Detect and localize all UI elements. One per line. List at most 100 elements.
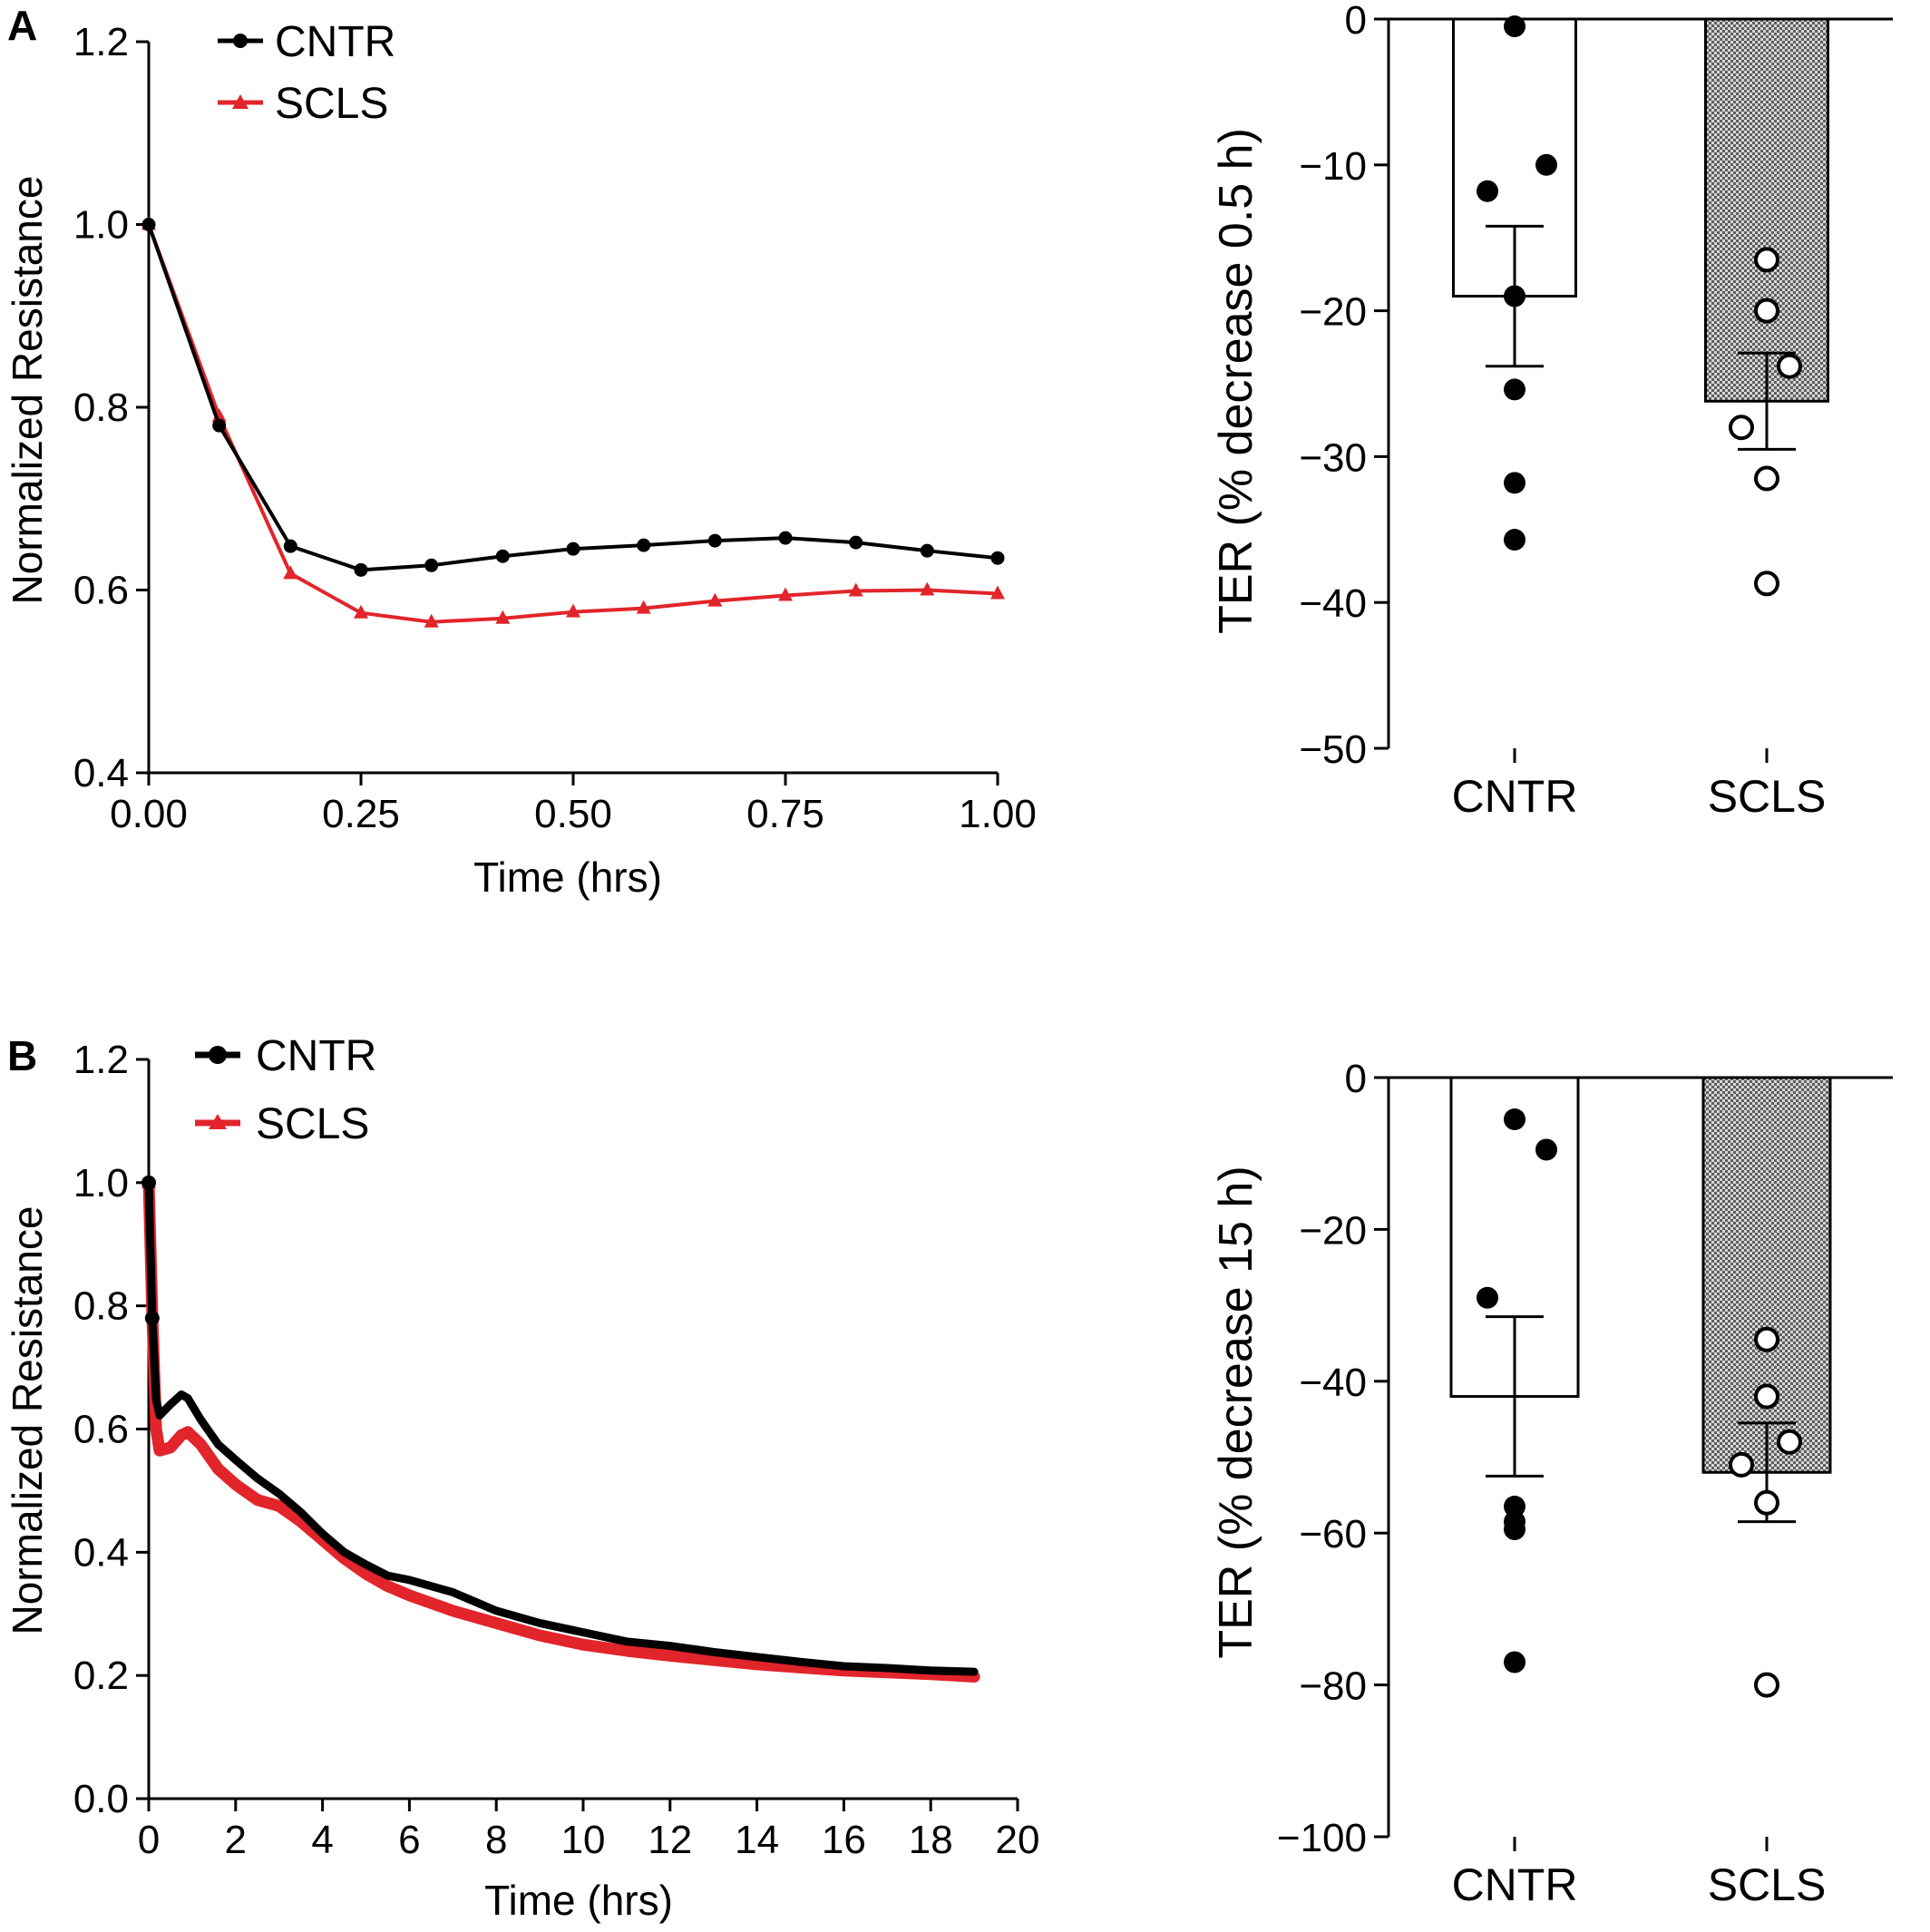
bar-scls [1701, 1076, 1832, 1474]
data-point-cntr [637, 538, 651, 552]
series-line-cntr [147, 223, 999, 572]
series-line-scls [147, 223, 999, 624]
b-line-y-axis-title: Normalized Resistance [4, 1206, 51, 1635]
b-line-axes [147, 1059, 1018, 1800]
y-tick-label: 1.2 [73, 20, 129, 64]
y-tick-label: −80 [1299, 1664, 1367, 1709]
data-point-cntr [141, 218, 156, 231]
data-point-scls [920, 581, 935, 596]
x-tick-label: 4 [311, 1818, 333, 1862]
data-point-cntr [566, 542, 580, 556]
x-tick-label: 0 [138, 1818, 160, 1862]
b-line-ticks: 0.0 0.2 0.4 0.6 0.8 1.0 1.2 0 2 4 6 8 10 12 14 16 18 20 [73, 1038, 1040, 1862]
legend-cntr-marker [233, 34, 248, 48]
x-tick-label: 0.75 [746, 792, 824, 836]
y-tick-label: 0.4 [73, 751, 129, 795]
y-tick-label: 0.8 [73, 385, 129, 430]
legend-scls-label: SCLS [275, 80, 388, 128]
y-tick-label: −60 [1299, 1512, 1367, 1556]
data-point-cntr [1504, 1651, 1525, 1673]
data-point-cntr [1504, 1108, 1525, 1131]
y-tick-label: 0.6 [73, 569, 129, 613]
data-point-cntr [1504, 1495, 1525, 1517]
series-line-cntr [144, 1178, 979, 1676]
y-tick-label: −10 [1299, 144, 1367, 189]
y-tick-label: −50 [1299, 727, 1367, 772]
y-tick-label: −20 [1299, 1208, 1367, 1253]
panel-b-line-chart: B Normalized Resistance Time (hrs) 0.00.… [4, 1032, 1039, 1924]
data-point-cntr [990, 551, 1005, 565]
data-point-scls [707, 592, 723, 607]
data-point-cntr [1504, 285, 1525, 307]
panel-a-bar-chart: TER (% decrease 0.5 h) 0 −10 −20 −30 −40 −50 C… [1210, 0, 1893, 822]
panel-label-b: B [7, 1032, 37, 1079]
data-point-cntr [144, 1311, 160, 1326]
data-point-cntr [495, 549, 510, 563]
data-point-scls [283, 565, 298, 580]
y-tick-label: −40 [1299, 581, 1367, 626]
x-tick-label: 8 [485, 1818, 507, 1862]
data-point-cntr [424, 558, 439, 572]
y-tick-label: 0.8 [73, 1284, 129, 1329]
b-line-x-axis-title: Time (hrs) [484, 1877, 673, 1924]
x-tick-label: 12 [648, 1818, 692, 1862]
b-bar-bars [1449, 1076, 1832, 1524]
category-label: CNTR [1452, 771, 1578, 822]
a-bar-points [1477, 15, 1802, 597]
data-point-scls [1729, 415, 1754, 441]
panel-b-bar-chart: TER (% decrease 15 h) 0 −20 −40 −60 −80 −100 C… [1210, 1057, 1893, 1910]
data-point-scls [424, 613, 439, 628]
x-tick-label: 0.25 [322, 792, 400, 836]
data-point-cntr [778, 531, 793, 545]
x-tick-label: 1.00 [959, 792, 1037, 836]
legend-scls-marker [209, 1114, 227, 1129]
b-bar-points [1477, 1108, 1802, 1698]
data-point-cntr [1535, 153, 1557, 176]
data-point-scls [495, 610, 511, 624]
b-line-legend: CNTR SCLS [195, 1032, 376, 1148]
a-line-x-axis-title: Time (hrs) [473, 854, 662, 901]
data-point-cntr [920, 543, 934, 558]
data-point-cntr [1504, 378, 1525, 401]
data-point-cntr [849, 535, 863, 550]
y-tick-label: 1.0 [73, 203, 129, 248]
legend-scls-marker [232, 94, 249, 109]
y-tick-label: 0.6 [73, 1408, 129, 1452]
data-point-scls [848, 582, 863, 597]
data-point-cntr [1504, 15, 1525, 38]
x-tick-label: 0.00 [110, 792, 188, 836]
data-point-scls [990, 585, 1005, 600]
x-tick-label: 20 [996, 1818, 1040, 1862]
x-tick-label: 14 [735, 1818, 779, 1862]
b-line-series [141, 1174, 980, 1683]
data-point-scls [636, 600, 651, 614]
a-line-legend: CNTR SCLS [218, 18, 395, 128]
data-point-cntr [212, 418, 227, 433]
a-line-axes [147, 42, 998, 775]
data-point-cntr [1504, 529, 1525, 551]
y-tick-label: 0.4 [73, 1530, 129, 1575]
data-point-scls [1754, 1489, 1779, 1516]
y-tick-label: 0.2 [73, 1654, 129, 1698]
data-point-scls [1754, 1383, 1779, 1410]
y-tick-label: −20 [1299, 290, 1367, 335]
bar-scls [1704, 17, 1829, 403]
data-point-scls [1754, 465, 1779, 492]
data-point-cntr [707, 533, 722, 548]
a-bar-y-axis-title: TER (% decrease 0.5 h) [1210, 128, 1262, 634]
legend-scls-label: SCLS [256, 1100, 369, 1148]
data-point-scls [354, 604, 368, 619]
x-tick-label: 2 [225, 1818, 247, 1862]
y-tick-label: −40 [1299, 1361, 1367, 1405]
legend-cntr-label: CNTR [275, 18, 395, 66]
category-label: CNTR [1452, 1859, 1578, 1910]
category-label: SCLS [1708, 1859, 1827, 1910]
category-label: SCLS [1708, 771, 1827, 822]
x-tick-label: 18 [909, 1818, 953, 1862]
x-tick-label: 16 [822, 1818, 866, 1862]
y-tick-label: −100 [1277, 1816, 1367, 1860]
y-tick-label: 1.2 [73, 1038, 129, 1082]
a-line-series [141, 216, 1005, 628]
data-point-scls [778, 587, 793, 601]
